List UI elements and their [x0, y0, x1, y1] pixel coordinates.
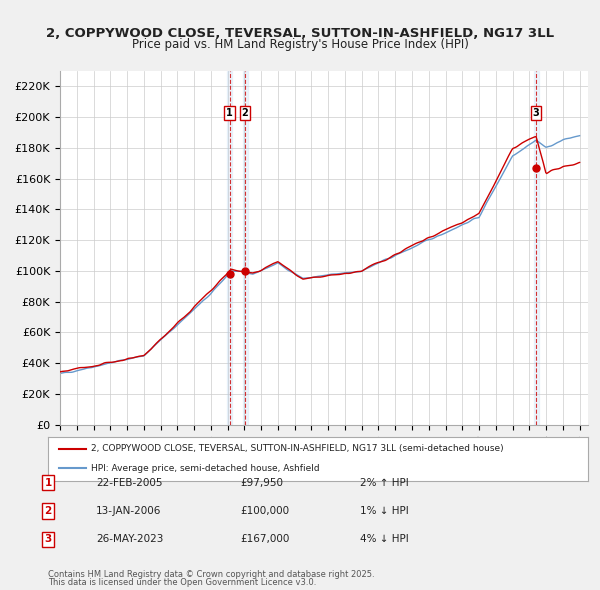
Text: £167,000: £167,000	[240, 535, 289, 544]
Bar	[533, 71, 539, 425]
Text: 2, COPPYWOOD CLOSE, TEVERSAL, SUTTON-IN-ASHFIELD, NG17 3LL (semi-detached house): 2, COPPYWOOD CLOSE, TEVERSAL, SUTTON-IN-…	[91, 444, 504, 454]
Text: £97,950: £97,950	[240, 478, 283, 487]
Text: 2% ↑ HPI: 2% ↑ HPI	[360, 478, 409, 487]
Text: 2: 2	[242, 109, 248, 118]
Text: 13-JAN-2006: 13-JAN-2006	[96, 506, 161, 516]
Text: 3: 3	[533, 109, 539, 118]
Text: 22-FEB-2005: 22-FEB-2005	[96, 478, 163, 487]
Text: 1: 1	[226, 109, 233, 118]
Text: 1: 1	[44, 478, 52, 487]
Text: Price paid vs. HM Land Registry's House Price Index (HPI): Price paid vs. HM Land Registry's House …	[131, 38, 469, 51]
Text: 2: 2	[44, 506, 52, 516]
Text: HPI: Average price, semi-detached house, Ashfield: HPI: Average price, semi-detached house,…	[91, 464, 320, 473]
Bar	[227, 71, 232, 425]
Bar	[242, 71, 248, 425]
Text: 1% ↓ HPI: 1% ↓ HPI	[360, 506, 409, 516]
Text: 4% ↓ HPI: 4% ↓ HPI	[360, 535, 409, 544]
Text: 2, COPPYWOOD CLOSE, TEVERSAL, SUTTON-IN-ASHFIELD, NG17 3LL: 2, COPPYWOOD CLOSE, TEVERSAL, SUTTON-IN-…	[46, 27, 554, 40]
Text: This data is licensed under the Open Government Licence v3.0.: This data is licensed under the Open Gov…	[48, 578, 316, 587]
Text: 3: 3	[44, 535, 52, 544]
Text: 26-MAY-2023: 26-MAY-2023	[96, 535, 163, 544]
Text: £100,000: £100,000	[240, 506, 289, 516]
Text: Contains HM Land Registry data © Crown copyright and database right 2025.: Contains HM Land Registry data © Crown c…	[48, 571, 374, 579]
